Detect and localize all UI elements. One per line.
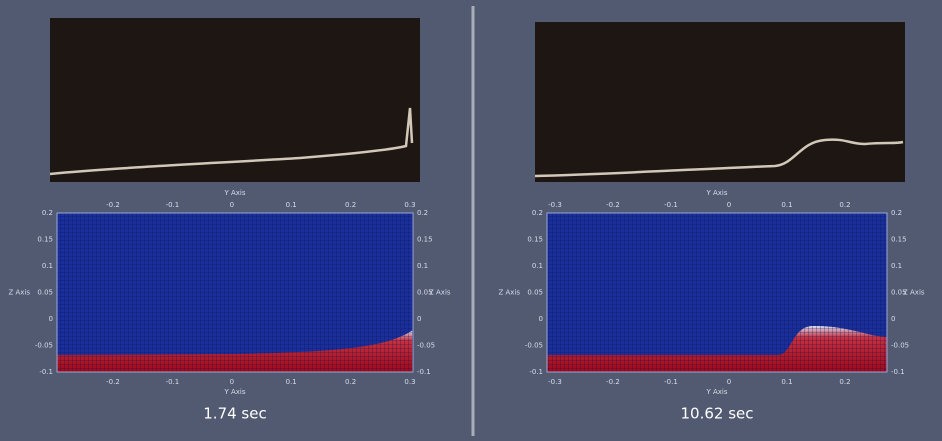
x-tick-label: 0.3	[404, 378, 415, 386]
x-tick-label: 0.1	[286, 201, 297, 209]
y-tick-label: -0.1	[891, 368, 905, 376]
x-tick-label: 0.2	[345, 378, 356, 386]
x-tick-label: 0	[727, 201, 731, 209]
x-axis-title: Y Axis	[705, 189, 727, 197]
y-tick-label: 0.2	[891, 209, 902, 217]
x-tick-label: 0.2	[839, 378, 850, 386]
x-tick-label: -0.1	[166, 378, 180, 386]
x-tick-label: 0.1	[286, 378, 297, 386]
y-tick-label: 0.05	[527, 289, 543, 297]
y-tick-label: 0.15	[37, 236, 53, 244]
y-tick-label: 0.2	[42, 209, 53, 217]
experiment-photo	[50, 18, 420, 182]
y-tick-label: 0.15	[417, 236, 433, 244]
y-tick-label: -0.05	[35, 342, 53, 350]
y-tick-label: -0.05	[417, 342, 435, 350]
x-tick-label: -0.3	[548, 201, 562, 209]
x-tick-label: 0	[727, 378, 731, 386]
x-tick-label: 0.3	[404, 201, 415, 209]
mesh	[57, 213, 413, 372]
experiment-photo	[535, 22, 905, 182]
x-tick-label: 0	[230, 378, 234, 386]
y-axis-title: Z Axis	[429, 289, 451, 297]
x-tick-label: 0	[230, 201, 234, 209]
y-tick-label: 0.2	[532, 209, 543, 217]
y-axis-title: Z Axis	[498, 289, 520, 297]
y-tick-label: 0.1	[42, 262, 53, 270]
x-tick-label: -0.1	[166, 201, 180, 209]
panel: -0.3 -0.3 -0.2 -0.2 -0.1 -0.1 0 0 0.1 0.1 0.2 0.2 0.…	[498, 22, 924, 423]
y-tick-label: 0.15	[527, 236, 543, 244]
y-tick-label: -0.1	[529, 368, 543, 376]
x-tick-label: -0.1	[664, 201, 678, 209]
y-tick-label: -0.1	[417, 368, 431, 376]
x-axis-title: Y Axis	[705, 388, 727, 396]
y-tick-label: 0	[891, 315, 895, 323]
x-axis-title: Y Axis	[223, 189, 245, 197]
y-tick-label: 0	[539, 315, 543, 323]
caption: 10.62 sec	[680, 405, 753, 423]
x-axis-title: Y Axis	[223, 388, 245, 396]
y-tick-label: 0	[49, 315, 53, 323]
x-tick-label: -0.3	[548, 378, 562, 386]
x-tick-label: -0.1	[664, 378, 678, 386]
y-axis-title: Z Axis	[903, 289, 925, 297]
x-tick-label: -0.2	[106, 201, 120, 209]
y-tick-label: 0.1	[891, 262, 902, 270]
y-tick-label: 0.1	[532, 262, 543, 270]
y-tick-label: 0	[417, 315, 421, 323]
x-tick-label: 0.1	[781, 201, 792, 209]
y-tick-label: 0.15	[891, 236, 907, 244]
caption: 1.74 sec	[203, 405, 266, 423]
x-tick-label: -0.2	[606, 378, 620, 386]
x-tick-label: 0.2	[839, 201, 850, 209]
slide: -0.2-0.2-0.1-0.1000.10.10.20.20.30.30.20…	[0, 0, 942, 441]
x-tick-label: -0.2	[106, 378, 120, 386]
x-tick-label: 0.1	[781, 378, 792, 386]
y-tick-label: -0.05	[525, 342, 543, 350]
x-tick-label: 0.2	[345, 201, 356, 209]
mesh	[547, 213, 887, 372]
y-tick-label: 0.1	[417, 262, 428, 270]
y-tick-label: 0.2	[417, 209, 428, 217]
y-tick-label: -0.05	[891, 342, 909, 350]
y-axis-title: Z Axis	[8, 289, 30, 297]
y-tick-label: 0.05	[37, 289, 53, 297]
x-tick-label: -0.2	[606, 201, 620, 209]
y-tick-label: -0.1	[39, 368, 53, 376]
